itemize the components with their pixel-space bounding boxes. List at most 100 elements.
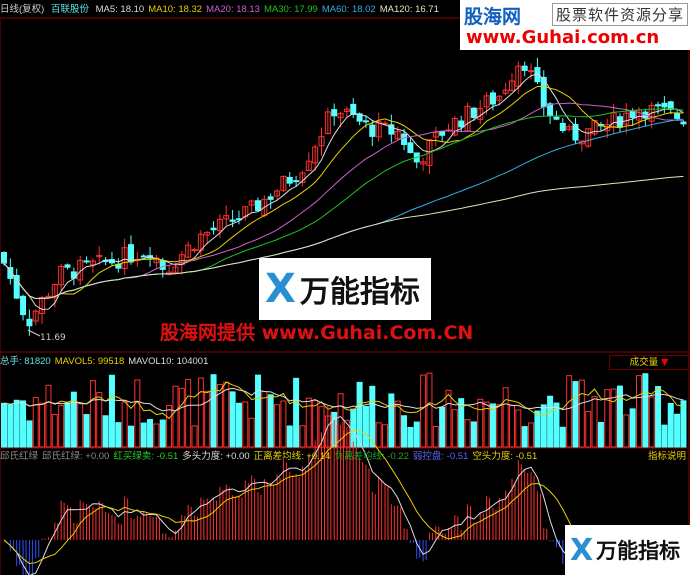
ma-list: MA5: 18.10 MA10: 18.32 MA20: 18.13 MA30: 17… xyxy=(96,4,443,15)
indicator-selector[interactable]: 成交量 ▼ xyxy=(609,355,689,370)
volume-bar xyxy=(235,402,242,448)
volume-bar xyxy=(642,373,649,448)
candle-body xyxy=(401,133,408,146)
volume-bar xyxy=(616,385,623,448)
candle-body xyxy=(674,112,681,119)
candle-body xyxy=(39,296,46,315)
volume-bar xyxy=(185,378,192,448)
volume-bar xyxy=(464,419,471,448)
candle-body xyxy=(293,180,300,183)
candle-body xyxy=(502,89,509,94)
volume-bar xyxy=(159,419,166,448)
volume-bar xyxy=(388,393,395,448)
center-logo: Ⅹ 万能指标 xyxy=(259,258,431,320)
volume-bar xyxy=(140,422,147,448)
candle-body xyxy=(553,116,560,120)
logo-text: 万能指标 xyxy=(596,539,681,563)
candle-body xyxy=(32,310,39,322)
ma-value: MA60: 18.02 xyxy=(321,4,376,15)
candle-body xyxy=(604,124,611,132)
candle-body xyxy=(585,128,592,147)
ma-line xyxy=(3,73,684,310)
volume-bar xyxy=(153,423,160,448)
candle-body xyxy=(7,267,14,279)
volume-bar xyxy=(655,386,662,448)
indicator-value: 红买绿卖: -0.51 xyxy=(113,451,179,462)
candle-body xyxy=(223,215,230,220)
volume-bar xyxy=(108,374,115,448)
volume-bar xyxy=(407,426,414,448)
volume-bar xyxy=(299,425,306,448)
volume-bar xyxy=(39,402,46,448)
volume-bar xyxy=(128,425,134,448)
candle-body xyxy=(204,231,211,236)
watermark-slogan: 股票软件资源分享 xyxy=(552,3,689,26)
candle-body xyxy=(420,161,427,165)
volume-bar xyxy=(223,381,230,448)
candle-body xyxy=(521,65,528,71)
indicator-value: 弱控盘: -0.51 xyxy=(412,451,469,462)
indicator-value: 空头力度: -0.51 xyxy=(472,451,538,462)
volume-bar xyxy=(585,410,592,448)
volume-bar xyxy=(293,377,300,448)
candle-body xyxy=(274,190,281,197)
volume-bar xyxy=(64,402,71,448)
candle-body xyxy=(185,244,192,258)
volume-bar xyxy=(274,404,281,448)
candle-body xyxy=(1,252,7,264)
volume-bar xyxy=(439,406,446,448)
candle-body xyxy=(629,110,636,118)
ma-line xyxy=(3,175,684,300)
volume-bar xyxy=(45,384,52,448)
volume-bar xyxy=(350,408,357,448)
candle-body xyxy=(369,124,376,137)
volume-bar xyxy=(89,380,96,448)
volume-bar xyxy=(58,405,65,448)
volume-bar xyxy=(96,392,103,448)
candle-body xyxy=(356,113,363,122)
volume-bar xyxy=(204,390,211,448)
candle-body xyxy=(343,108,350,112)
candle-body xyxy=(432,132,439,138)
volume-bar xyxy=(382,424,388,448)
candle-body xyxy=(26,318,33,327)
candle-body xyxy=(509,80,515,92)
volume-value: MAVOL10: 104001 xyxy=(128,356,209,367)
selector-label: 成交量 xyxy=(629,357,659,368)
volume-bar xyxy=(102,415,109,448)
ma-value: MA20: 18.13 xyxy=(206,4,260,15)
candle-body xyxy=(350,103,357,115)
mavol10-line xyxy=(3,387,684,412)
candle-body xyxy=(140,255,147,258)
volume-bar xyxy=(369,385,376,448)
volume-bar xyxy=(623,414,630,448)
candle-body xyxy=(496,95,503,101)
volume-bar xyxy=(267,394,274,448)
candle-body xyxy=(394,130,401,140)
volume-bar xyxy=(674,413,681,448)
volume-bar xyxy=(375,422,382,448)
candle-body xyxy=(362,120,369,123)
guhai-watermark: 股海网 股票软件资源分享 www.Guhai.com.cn xyxy=(460,0,690,50)
volume-bar xyxy=(248,417,255,448)
volume-bar xyxy=(197,377,204,448)
candle-body xyxy=(661,102,668,108)
volume-bar xyxy=(312,400,319,448)
candle-body xyxy=(77,259,84,281)
ma-value: MA30: 17.99 xyxy=(263,4,318,15)
volume-bar xyxy=(597,421,604,448)
indicator-legend: 邱氏红绿 邱氏红绿: +0.00 红买绿卖: -0.51 多头力度: +0.00 正离差… xyxy=(0,450,541,463)
candle-body xyxy=(375,121,382,138)
logo-mark-icon: Ⅹ xyxy=(570,532,594,568)
candle-body xyxy=(305,160,312,172)
volume-value: 总手: 81820 xyxy=(0,356,51,367)
indicator-value: 正离差均线: +0.14 xyxy=(253,451,331,462)
volume-bar xyxy=(26,420,33,448)
volume-bar xyxy=(451,409,458,448)
volume-bar xyxy=(229,391,236,448)
volume-bar xyxy=(394,400,401,448)
volume-bar xyxy=(70,391,77,448)
indicator-help-link[interactable]: 指标说明 xyxy=(647,451,686,462)
indicator-value: 负离差均线: -0.22 xyxy=(334,451,409,462)
